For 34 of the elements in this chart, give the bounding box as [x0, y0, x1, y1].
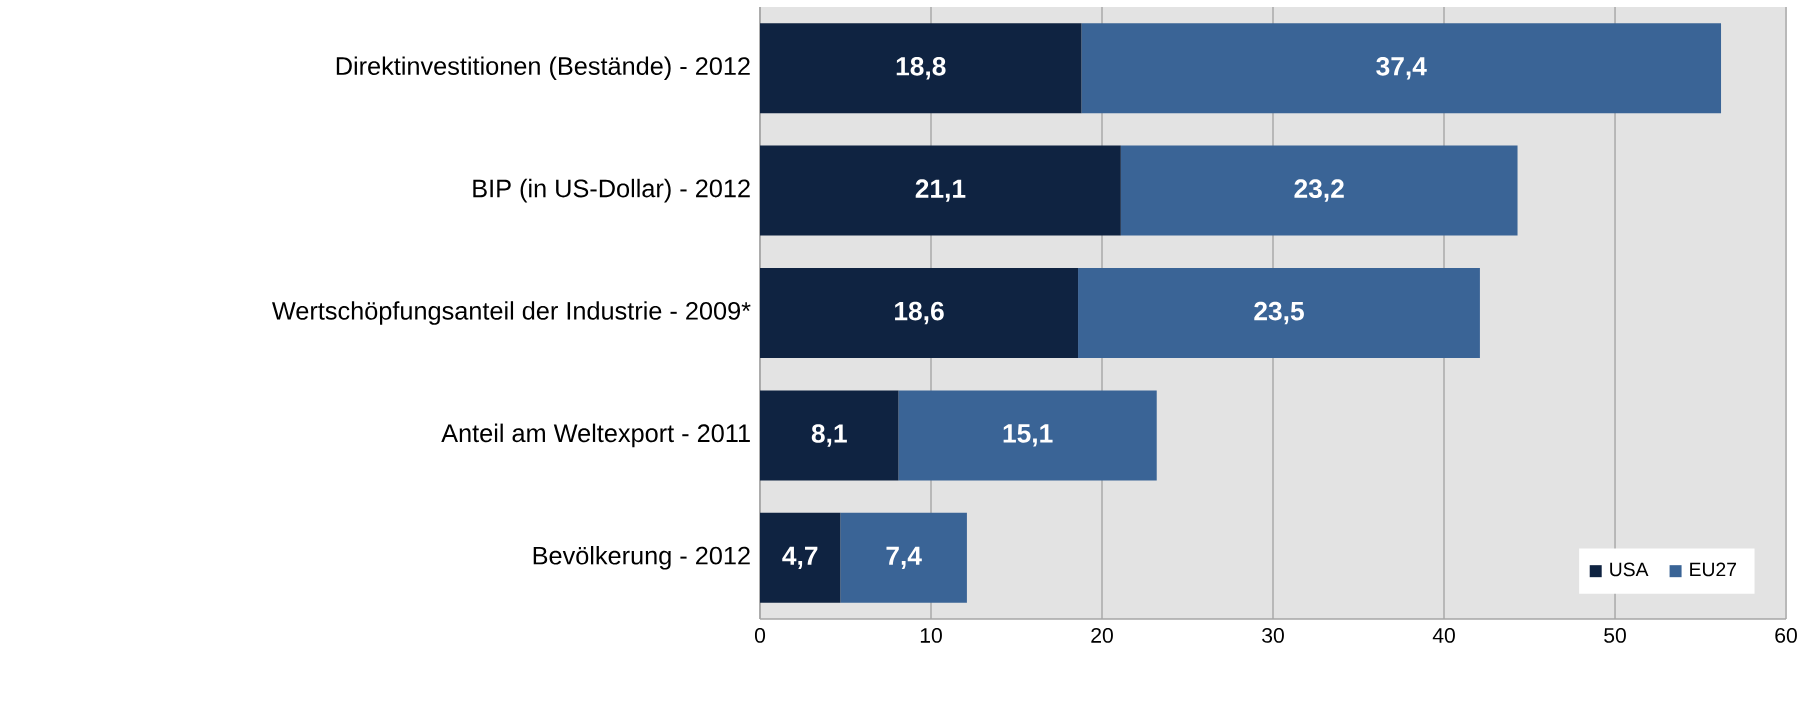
- y-tick-label: Direktinvestitionen (Bestände) - 2012: [336, 56, 750, 80]
- x-tick-label: 10: [920, 627, 942, 643]
- y-tick-label: Wertschöpfungsanteil der Industrie - 2009*: [272, 301, 751, 325]
- bar: [1120, 145, 1518, 236]
- bar: [840, 512, 967, 603]
- x-tick-label: 50: [1604, 627, 1626, 643]
- data-label: 4,7: [782, 546, 818, 569]
- data-label: 7,4: [886, 546, 922, 569]
- data-label: 18,8: [896, 56, 946, 80]
- x-tick-label: 0: [754, 627, 766, 643]
- x-tick-label: 60: [1775, 627, 1797, 643]
- x-tick-label: 20: [1091, 627, 1113, 643]
- bar: [1078, 268, 1480, 359]
- bar: [760, 390, 899, 481]
- y-tick-label: Anteil am Weltexport - 2011: [441, 423, 750, 448]
- legend-label: EU27: [1690, 562, 1737, 577]
- data-label: 21,1: [915, 179, 966, 202]
- data-label: 8,1: [811, 424, 847, 447]
- bar: [898, 390, 1157, 481]
- data-label: 23,5: [1254, 301, 1304, 325]
- legend-label: USA: [1610, 562, 1649, 577]
- bar: [1081, 23, 1722, 114]
- bar: [760, 268, 1079, 359]
- data-label: 15,1: [1003, 424, 1053, 447]
- bar: [760, 23, 1082, 114]
- data-label: 23,2: [1294, 179, 1344, 202]
- data-label: 18,6: [895, 301, 944, 325]
- y-tick-label: Bevölkerung - 2012: [533, 545, 750, 570]
- bar: [760, 145, 1121, 236]
- x-tick-label: 30: [1262, 627, 1284, 643]
- x-tick-label: 40: [1432, 627, 1455, 643]
- data-label: 37,4: [1376, 56, 1427, 80]
- bar: [760, 512, 841, 603]
- y-tick-label: BIP (in US-Dollar) - 2012: [473, 178, 750, 203]
